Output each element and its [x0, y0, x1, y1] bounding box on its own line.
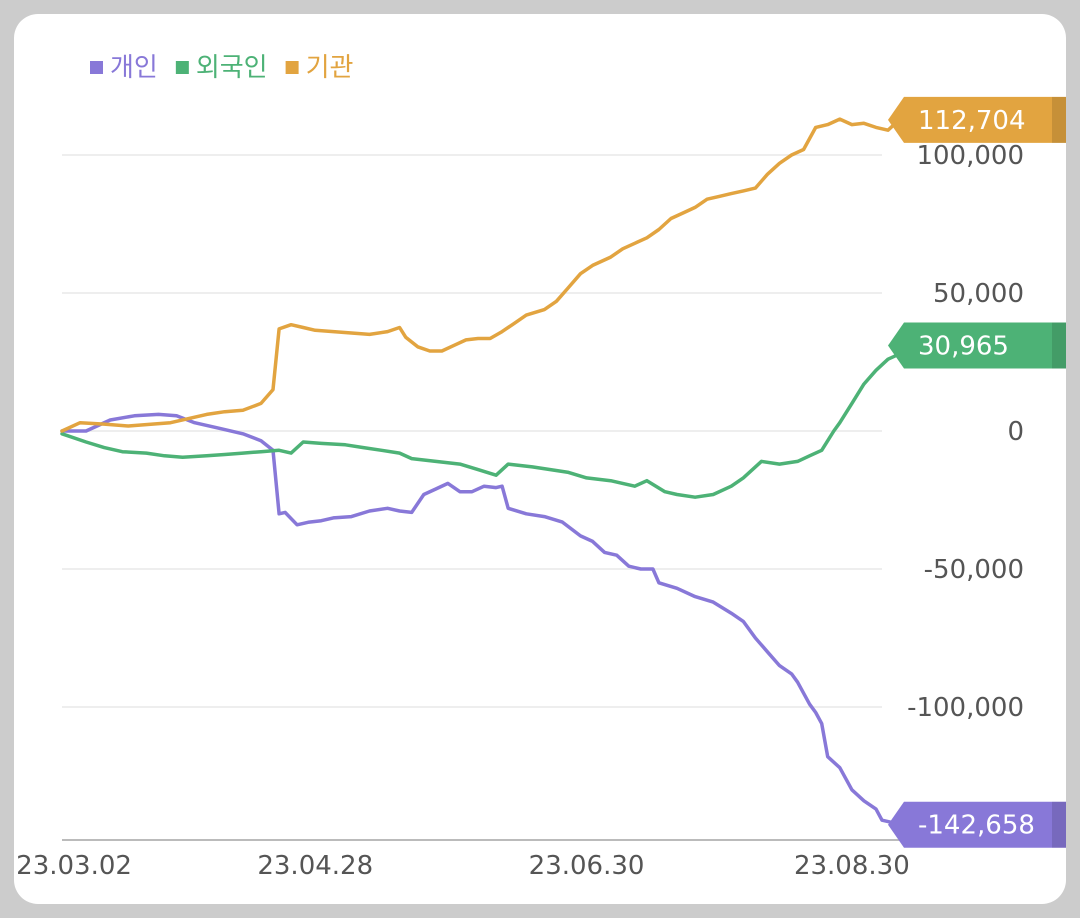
legend-item: 외국인 [175, 53, 268, 83]
legend-label: 외국인 [196, 53, 268, 83]
badge-value: -142,658 [918, 811, 1035, 841]
y-tick-label: 100,000 [916, 141, 1024, 171]
legend-item: 개인 [90, 53, 158, 83]
badge-shape [888, 801, 1066, 848]
series-line [60, 343, 920, 499]
legend-label: 개인 [110, 53, 158, 83]
legend-swatch [285, 61, 299, 74]
badge-shape [888, 96, 1066, 143]
badge-edge [1052, 96, 1066, 143]
end-value-badge: 30,965 [888, 322, 1066, 369]
grid [62, 154, 882, 708]
legend-item: 기관 [285, 53, 354, 83]
x-tick-label: 23.04.28 [257, 851, 373, 881]
badge-edge [1052, 322, 1066, 369]
badge-edge [1052, 801, 1066, 848]
y-tick-label: -50,000 [924, 555, 1024, 585]
badge-value: 112,704 [918, 106, 1026, 136]
badge-value: 30,965 [918, 332, 1009, 362]
y-tick-label: 50,000 [933, 279, 1024, 309]
series-line [60, 117, 914, 433]
y-tick-label: -100,000 [907, 693, 1024, 723]
legend-swatch [175, 61, 189, 74]
x-tick-label: 23.08.30 [794, 851, 910, 881]
y-axis-labels: 100,000 50,000 0 -50,000 -100,000 [907, 141, 1024, 723]
series-line [60, 412, 908, 827]
legend-swatch [90, 61, 103, 74]
badge-shape [888, 322, 1066, 369]
x-tick-label: 23.06.30 [529, 851, 645, 881]
x-axis-labels: 23.03.02 23.04.28 23.06.30 23.08.30 [16, 851, 910, 881]
y-tick-label: 0 [1007, 417, 1024, 447]
series-lines [60, 117, 920, 827]
end-value-badge: -142,658 [888, 801, 1066, 848]
end-value-badges: -142,658 30,965 112,704 [888, 96, 1066, 848]
legend-label: 기관 [306, 53, 354, 83]
end-value-badge: 112,704 [888, 96, 1066, 143]
x-tick-label: 23.03.02 [16, 851, 132, 881]
legend: 개인 외국인 기관 [90, 53, 353, 83]
chart-card: 100,000 50,000 0 -50,000 -100,000 23.03.02 23… [14, 14, 1066, 904]
